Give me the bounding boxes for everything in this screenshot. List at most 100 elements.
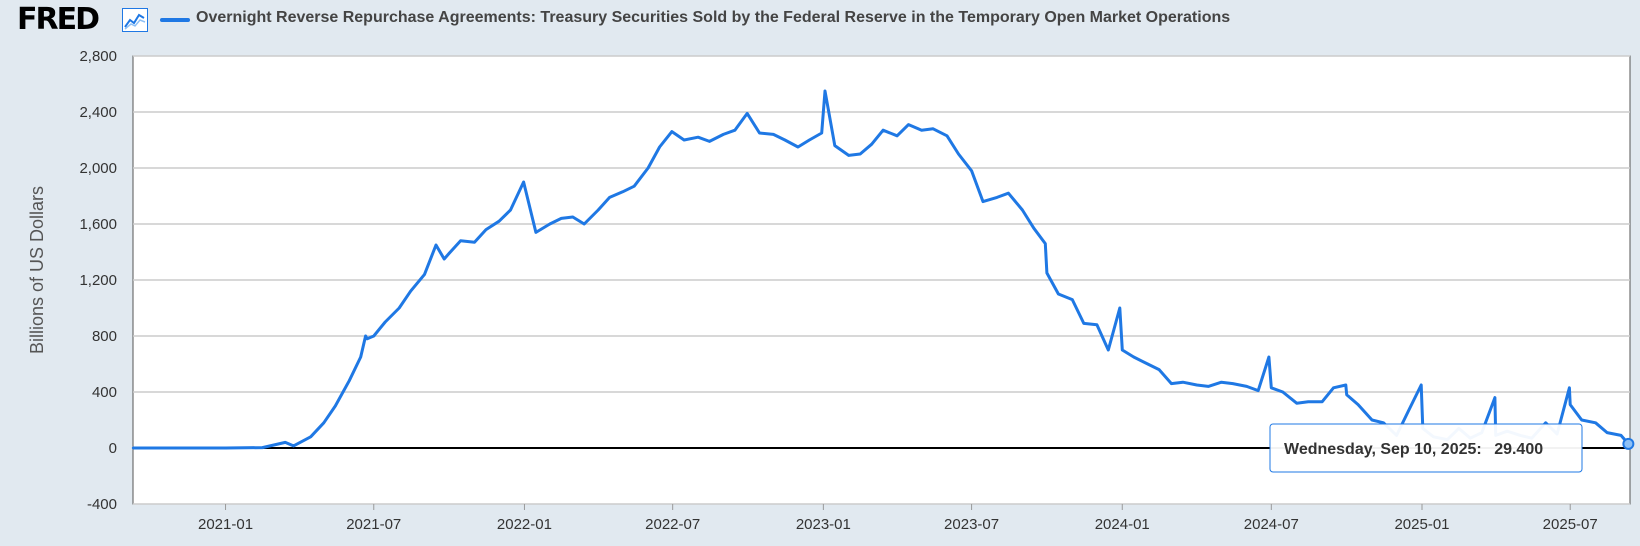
data-point xyxy=(1345,393,1348,396)
data-point xyxy=(1568,386,1571,389)
y-tick-label: -400 xyxy=(87,496,117,513)
data-point xyxy=(881,129,885,132)
data-point xyxy=(1082,322,1086,325)
y-tick-label: 400 xyxy=(92,384,117,401)
data-point xyxy=(434,243,438,247)
data-point xyxy=(820,131,823,135)
header: FRED Overnight Reverse Repurchase Agreem… xyxy=(0,0,1640,40)
data-point xyxy=(1420,383,1423,387)
tooltip-box xyxy=(1269,423,1583,473)
data-point xyxy=(859,152,862,156)
data-point xyxy=(1032,227,1036,230)
data-point xyxy=(1071,298,1074,301)
fred-logo[interactable]: FRED xyxy=(17,2,100,37)
x-axis-ticks: 2021-01 2021-07 2022-01 2022-07 2023-01 2023-… xyxy=(198,504,1598,533)
data-point xyxy=(1267,355,1271,359)
data-point xyxy=(372,334,375,338)
data-point xyxy=(1181,381,1185,384)
data-point xyxy=(1231,382,1235,385)
chart-title[interactable]: Overnight Reverse Repurchase Agreements:… xyxy=(196,9,1231,26)
data-point xyxy=(1370,418,1374,422)
data-point xyxy=(359,355,362,359)
data-point xyxy=(796,145,800,149)
tooltip-value: 29.400 xyxy=(1494,441,1543,458)
data-point xyxy=(995,196,999,199)
data-point xyxy=(571,215,574,219)
data-point xyxy=(484,228,488,231)
tooltip-date: Wednesday, Sep 10, 2025: xyxy=(1284,441,1482,458)
data-point xyxy=(931,127,935,130)
x-tick-label: 2021-07 xyxy=(346,516,401,533)
y-tick-label: 800 xyxy=(92,328,117,345)
data-point xyxy=(957,152,960,156)
y-axis-ticks: -400 0 400 800 1,200 1,600 2,000 2,400 2,800 xyxy=(79,48,117,513)
data-point xyxy=(597,208,600,212)
data-point xyxy=(131,446,135,450)
data-point xyxy=(1157,368,1161,371)
x-tick-label: 2021-01 xyxy=(198,516,253,533)
data-point xyxy=(1281,390,1285,394)
tooltip: Wednesday, Sep 10, 2025: 29.400 xyxy=(1269,423,1583,473)
data-point xyxy=(1493,396,1497,399)
data-point xyxy=(1356,403,1360,406)
y-tick-label: 2,000 xyxy=(79,160,117,177)
data-point xyxy=(1257,389,1260,392)
y-tick-label: 1,600 xyxy=(79,216,117,233)
data-point xyxy=(1544,421,1547,424)
data-point xyxy=(509,208,512,212)
data-point xyxy=(1580,418,1583,422)
data-point xyxy=(1107,348,1110,352)
y-tick-label: 2,400 xyxy=(79,104,117,121)
data-point xyxy=(696,136,700,139)
data-point xyxy=(174,446,177,450)
series-line[interactable] xyxy=(133,89,1630,450)
data-point xyxy=(384,320,387,324)
data-point xyxy=(608,196,611,199)
data-point xyxy=(583,222,586,226)
data-point xyxy=(398,306,401,310)
x-tick-label: 2025-07 xyxy=(1543,516,1598,533)
data-point xyxy=(1382,421,1385,424)
line-chart-icon xyxy=(122,8,148,32)
hover-point-marker xyxy=(1622,437,1635,450)
data-point xyxy=(459,239,462,242)
data-point xyxy=(1332,386,1335,389)
data-point xyxy=(895,134,899,137)
data-point xyxy=(1045,271,1049,275)
data-point xyxy=(292,444,295,448)
data-point xyxy=(1307,400,1310,403)
data-point xyxy=(970,169,973,172)
data-point xyxy=(772,133,775,136)
data-point xyxy=(670,130,674,133)
data-point xyxy=(1170,382,1173,385)
data-point xyxy=(1320,400,1324,403)
data-point xyxy=(981,200,985,203)
data-point xyxy=(1118,306,1122,310)
data-point xyxy=(708,140,711,143)
data-point xyxy=(746,112,749,115)
data-point xyxy=(224,446,227,450)
data-point xyxy=(1095,323,1099,326)
data-point xyxy=(364,334,367,338)
data-point xyxy=(366,337,369,340)
x-tick-label: 2023-01 xyxy=(796,516,851,533)
x-tick-label: 2024-07 xyxy=(1244,516,1299,533)
data-point xyxy=(758,131,761,135)
data-point xyxy=(423,273,426,276)
data-point xyxy=(497,220,501,223)
data-point xyxy=(284,441,287,444)
data-point xyxy=(409,290,412,293)
data-point xyxy=(1220,381,1223,384)
data-point xyxy=(1007,192,1010,195)
data-point xyxy=(1132,355,1135,359)
data-point xyxy=(646,166,650,170)
data-point xyxy=(1605,431,1609,434)
data-point xyxy=(548,222,551,226)
data-point xyxy=(473,241,476,244)
data-point xyxy=(1057,292,1060,296)
data-point xyxy=(1569,403,1572,406)
data-point xyxy=(722,133,725,136)
data-point xyxy=(1245,385,1248,388)
data-point xyxy=(823,89,827,93)
